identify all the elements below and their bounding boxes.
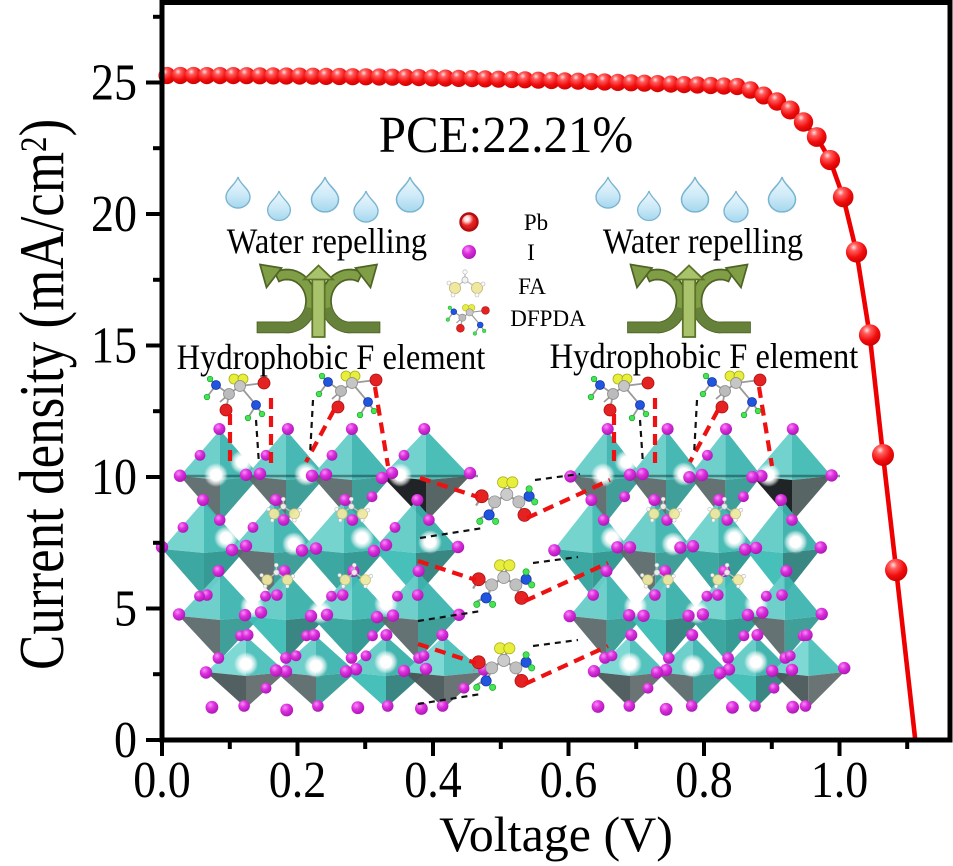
svg-text:0.4: 0.4 (404, 750, 462, 808)
svg-text:Current density (mA/cm2): Current density (mA/cm2) (7, 119, 78, 670)
svg-text:15: 15 (91, 316, 137, 374)
svg-text:1.0: 1.0 (811, 750, 869, 808)
svg-text:Pb: Pb (524, 210, 548, 235)
svg-text:I: I (527, 240, 535, 265)
svg-text:20: 20 (91, 184, 137, 242)
svg-text:Hydrophobic F element: Hydrophobic F element (550, 338, 859, 377)
svg-text:Voltage (V): Voltage (V) (439, 806, 673, 862)
svg-text:0: 0 (114, 710, 137, 768)
svg-text:DFPDA: DFPDA (510, 306, 586, 331)
svg-text:25: 25 (91, 53, 137, 111)
svg-text:Hydrophobic F element: Hydrophobic F element (177, 339, 486, 378)
svg-text:FA: FA (518, 274, 546, 299)
svg-text:0.8: 0.8 (675, 750, 733, 808)
svg-text:10: 10 (91, 447, 137, 505)
svg-text:0.6: 0.6 (540, 750, 598, 808)
svg-text:PCE:22.21%: PCE:22.21% (379, 106, 634, 164)
svg-text:Water repelling: Water repelling (603, 223, 803, 262)
svg-text:0.2: 0.2 (269, 750, 327, 808)
svg-text:0.0: 0.0 (133, 750, 191, 808)
svg-text:5: 5 (114, 579, 137, 637)
svg-text:Water repelling: Water repelling (227, 223, 427, 262)
